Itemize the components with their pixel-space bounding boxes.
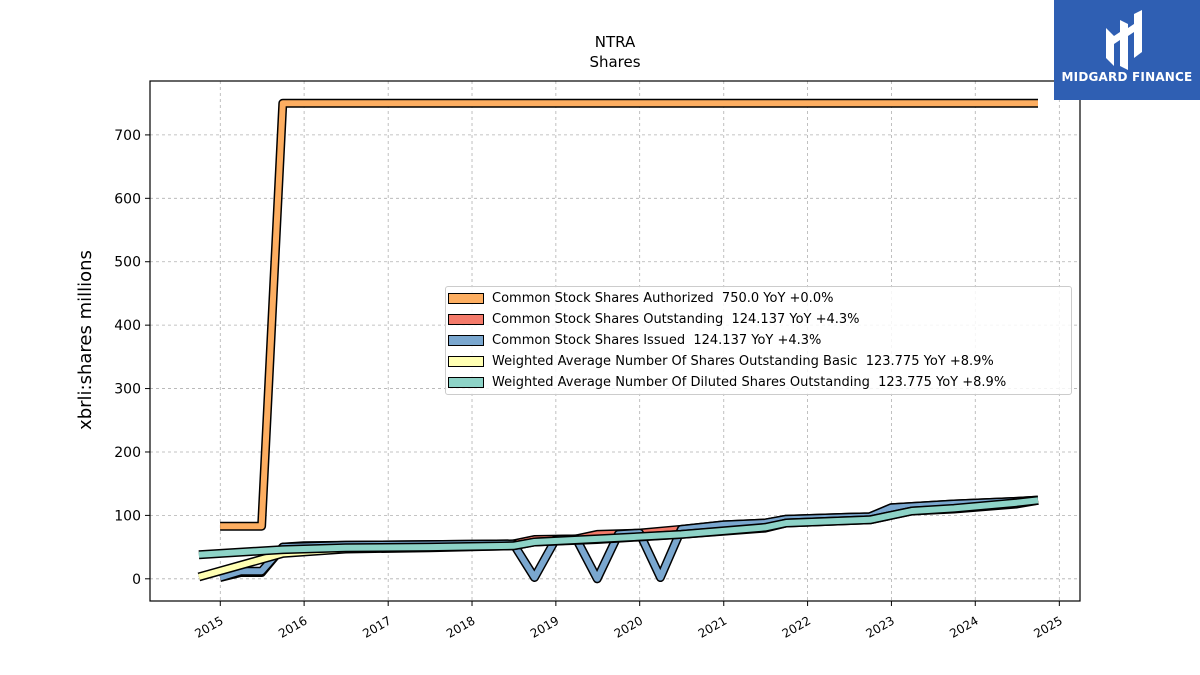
legend-item-diluted: Weighted Average Number Of Diluted Share… xyxy=(448,374,1006,390)
y-tick-label: 200 xyxy=(114,445,141,461)
x-tick-label: 2019 xyxy=(528,613,561,640)
series-line-0 xyxy=(220,100,1038,530)
series-line-4 xyxy=(198,497,1039,558)
chart-subtitle: Shares xyxy=(589,53,640,71)
y-axis-label: xbrli:shares millions xyxy=(75,250,96,430)
x-tick-label: 2018 xyxy=(444,613,477,640)
plot-frame xyxy=(149,80,1081,602)
x-tick-label: 2015 xyxy=(192,613,225,640)
legend-swatch-authorized xyxy=(448,292,484,304)
y-tick-label: 100 xyxy=(114,508,141,524)
legend-label-authorized: Common Stock Shares Authorized 750.0 YoY… xyxy=(492,290,834,306)
legend-label-issued: Common Stock Shares Issued 124.137 YoY +… xyxy=(492,332,822,348)
x-tick-label: 2016 xyxy=(276,613,309,640)
legend-item-issued: Common Stock Shares Issued 124.137 YoY +… xyxy=(448,332,821,348)
x-tick-label: 2020 xyxy=(612,613,645,640)
y-tick-label: 600 xyxy=(114,191,141,207)
legend-label-basic: Weighted Average Number Of Shares Outsta… xyxy=(492,353,994,369)
legend-item-outstanding: Common Stock Shares Outstanding 124.137 … xyxy=(448,311,860,327)
legend-label-diluted: Weighted Average Number Of Diluted Share… xyxy=(492,374,1007,390)
brand-name: MIDGARD FINANCE xyxy=(1061,70,1193,84)
y-tick-label: 400 xyxy=(114,318,141,334)
legend-item-basic: Weighted Average Number Of Shares Outsta… xyxy=(448,353,994,369)
x-tick-label: 2023 xyxy=(863,613,896,640)
legend-label-outstanding: Common Stock Shares Outstanding 124.137 … xyxy=(492,311,860,327)
y-tick-label: 500 xyxy=(114,255,141,271)
x-tick-label: 2017 xyxy=(360,613,393,640)
y-tick-label: 0 xyxy=(132,572,141,588)
legend-swatch-issued xyxy=(448,334,484,346)
legend-swatch-outstanding xyxy=(448,313,484,325)
legend-swatch-basic xyxy=(448,355,484,367)
y-axis-ticks: 0 100 200 300 400 500 600 700 xyxy=(114,128,150,588)
legend: Common Stock Shares Authorized 750.0 YoY… xyxy=(445,286,1072,395)
y-tick-label: 300 xyxy=(114,382,141,398)
legend-item-authorized: Common Stock Shares Authorized 750.0 YoY… xyxy=(448,290,833,306)
series-lines xyxy=(197,98,1039,584)
x-tick-label: 2025 xyxy=(1031,613,1064,640)
y-tick-label: 700 xyxy=(114,128,141,144)
brand-logo: MIDGARD FINANCE xyxy=(1054,0,1200,100)
x-tick-label: 2024 xyxy=(947,613,980,640)
x-axis-ticks: 2015 2016 2017 2018 2019 2020 2021 2022 2023 2024… xyxy=(192,601,1065,641)
chart-title: NTRA xyxy=(595,33,636,51)
logo-mark-icon xyxy=(1106,10,1142,70)
legend-swatch-diluted xyxy=(448,376,484,388)
x-tick-label: 2022 xyxy=(780,613,813,640)
x-tick-label: 2021 xyxy=(696,613,729,640)
